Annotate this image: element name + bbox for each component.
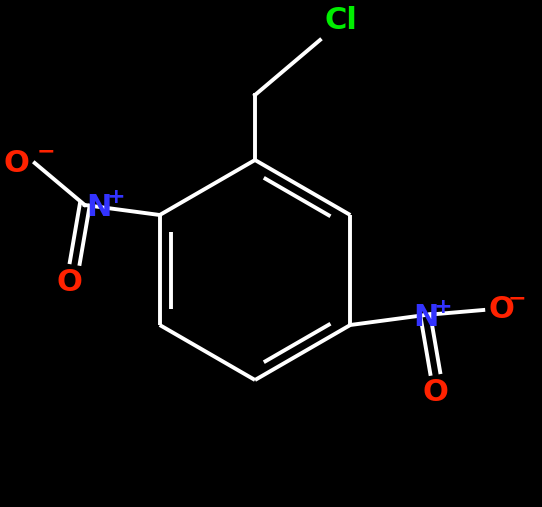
Text: O: O: [422, 378, 448, 407]
Text: N: N: [87, 193, 112, 222]
Text: +: +: [107, 187, 125, 207]
Text: +: +: [433, 297, 452, 317]
Text: O: O: [488, 296, 514, 324]
Text: O: O: [4, 149, 30, 177]
Text: −: −: [37, 141, 55, 161]
Text: N: N: [413, 303, 438, 332]
Text: O: O: [57, 268, 83, 297]
Text: −: −: [507, 288, 526, 308]
Text: Cl: Cl: [325, 6, 358, 35]
